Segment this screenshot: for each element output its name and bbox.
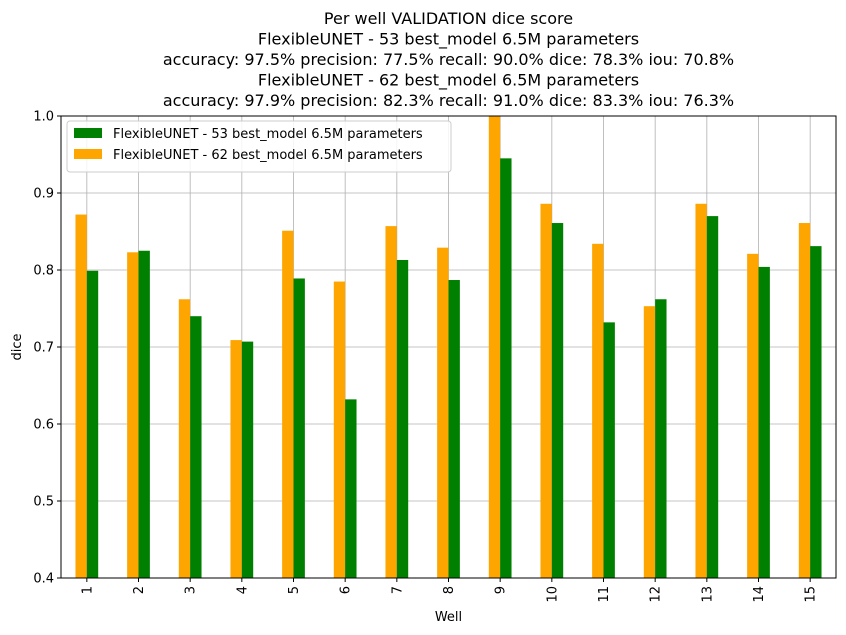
bar-series-1-well-10 xyxy=(540,203,552,578)
bar-series-1-well-1 xyxy=(75,214,87,578)
x-tick-label: 1 xyxy=(80,586,95,594)
x-tick-label: 7 xyxy=(390,586,405,594)
x-tick-label: 15 xyxy=(804,586,819,603)
bar-series-1-well-2 xyxy=(127,252,139,578)
bar-series-1-well-7 xyxy=(385,226,397,578)
x-tick-label: 9 xyxy=(494,586,509,594)
chart-title: Per well VALIDATION dice score FlexibleUN… xyxy=(163,9,734,110)
y-tick-label: 0.6 xyxy=(33,418,54,433)
bar-series-1-well-11 xyxy=(592,243,604,578)
x-tick-label: 12 xyxy=(649,586,664,603)
x-axis-label: Well xyxy=(435,610,462,625)
x-tick-label: 2 xyxy=(132,586,147,594)
bar-series-1-well-8 xyxy=(437,247,449,578)
x-tick-label: 6 xyxy=(339,586,354,594)
bar-series-0-well-10 xyxy=(551,223,564,578)
bar-series-0-well-12 xyxy=(655,299,667,578)
bars xyxy=(75,116,822,578)
bar-series-1-well-15 xyxy=(798,223,811,578)
bar-series-0-well-15 xyxy=(810,246,822,578)
x-tick-label: 13 xyxy=(700,586,715,603)
bar-series-1-well-13 xyxy=(695,203,707,578)
bar-series-0-well-6 xyxy=(345,399,357,578)
bar-series-0-well-9 xyxy=(500,158,512,578)
y-axis-label: dice xyxy=(10,333,25,360)
title-line: Per well VALIDATION dice score xyxy=(324,9,573,28)
bar-series-1-well-5 xyxy=(282,230,294,578)
y-tick-label: 0.7 xyxy=(33,341,54,356)
y-tick-label: 0.4 xyxy=(33,572,54,587)
title-line: FlexibleUNET - 53 best_model 6.5M parame… xyxy=(258,30,639,50)
bar-series-0-well-11 xyxy=(603,322,615,578)
bar-series-1-well-4 xyxy=(230,340,242,578)
bar-series-0-well-1 xyxy=(86,270,99,578)
x-tick-label: 14 xyxy=(752,586,767,603)
y-tick-label: 0.8 xyxy=(33,264,54,279)
y-tick-label: 0.5 xyxy=(33,495,54,510)
title-line: accuracy: 97.5% precision: 77.5% recall:… xyxy=(163,50,734,69)
x-tick-label: 5 xyxy=(287,586,302,594)
x-tick-label: 3 xyxy=(184,586,199,594)
y-axis: 0.4 0.5 0.6 0.7 0.8 0.9 1.0 xyxy=(33,110,61,587)
bar-series-1-well-9 xyxy=(488,116,501,578)
y-tick-label: 0.9 xyxy=(33,187,54,202)
x-tick-label: 10 xyxy=(545,586,560,603)
bar-series-0-well-7 xyxy=(396,259,409,578)
legend-label: FlexibleUNET - 53 best_model 6.5M parame… xyxy=(113,127,423,142)
legend-label: FlexibleUNET - 62 best_model 6.5M parame… xyxy=(113,148,423,163)
bar-series-0-well-8 xyxy=(448,280,460,578)
x-tick-label: 11 xyxy=(597,586,612,603)
title-line: FlexibleUNET - 62 best_model 6.5M parame… xyxy=(258,71,639,91)
bar-series-0-well-13 xyxy=(706,216,719,578)
legend-swatch xyxy=(74,128,102,138)
x-tick-label: 8 xyxy=(442,586,457,594)
legend-box xyxy=(66,120,452,173)
legend: FlexibleUNET - 53 best_model 6.5M parame… xyxy=(66,120,452,173)
bar-series-1-well-12 xyxy=(643,306,656,578)
bar-series-1-well-6 xyxy=(333,281,346,578)
y-tick-label: 1.0 xyxy=(33,110,54,125)
x-axis: 1 2 3 4 5 6 7 8 9 10 11 12 13 14 15 xyxy=(80,578,819,603)
x-tick-label: 4 xyxy=(235,586,250,594)
bar-series-1-well-14 xyxy=(747,253,759,578)
legend-swatch xyxy=(74,149,102,159)
bar-series-0-well-5 xyxy=(293,278,305,578)
bar-series-0-well-14 xyxy=(758,266,770,578)
bar-series-0-well-4 xyxy=(241,341,254,578)
title-line: accuracy: 97.9% precision: 82.3% recall:… xyxy=(163,91,734,110)
bar-series-1-well-3 xyxy=(178,299,191,578)
bar-series-0-well-3 xyxy=(190,316,202,578)
bar-series-0-well-2 xyxy=(138,250,150,578)
